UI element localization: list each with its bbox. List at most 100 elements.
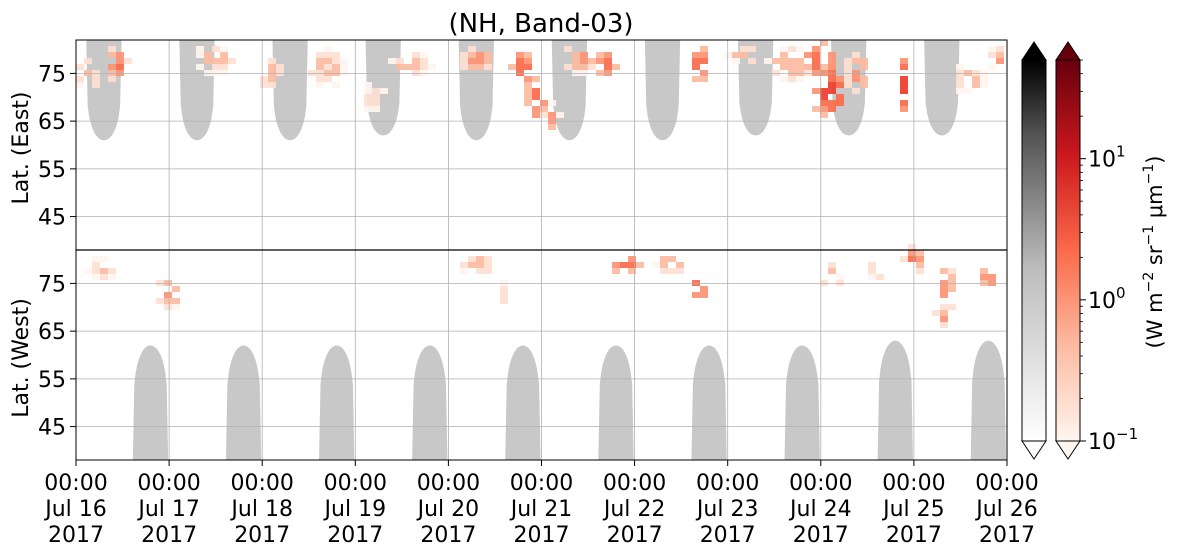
emission-cell-107 [460, 58, 468, 64]
emission-cell-164 [572, 70, 580, 76]
emission-cell-146 [532, 76, 540, 82]
emission-cell-288 [868, 262, 876, 268]
emission-cell-2 [76, 82, 84, 88]
emission-cell-262 [812, 64, 820, 70]
x-tick-label-7-line2: Jul 23 [695, 497, 759, 522]
emission-cell-133 [508, 64, 516, 70]
emission-cell-119 [460, 262, 468, 268]
emission-cell-139 [524, 58, 532, 64]
emission-cell-182 [628, 256, 636, 262]
emission-cell-244 [820, 112, 828, 118]
emission-cell-247 [828, 76, 836, 82]
emission-cell-97 [412, 52, 420, 58]
emission-cell-277 [844, 76, 852, 82]
emission-cell-195 [692, 58, 700, 64]
emission-cell-43 [212, 46, 220, 52]
colorbar-tick-label-1: 100 [1088, 284, 1126, 314]
emission-cell-285 [860, 64, 868, 70]
emission-cell-36 [172, 304, 180, 310]
emission-cell-124 [476, 262, 484, 268]
emission-cell-205 [700, 286, 708, 292]
emission-cell-81 [340, 64, 348, 70]
emission-cell-324 [956, 76, 964, 82]
emission-cell-250 [828, 100, 836, 106]
emission-cell-153 [540, 112, 548, 118]
emission-cell-316 [948, 304, 956, 310]
x-tick-label-1-line2: Jul 17 [136, 497, 200, 522]
emission-cell-224 [788, 64, 796, 70]
emission-cell-140 [524, 64, 532, 70]
emission-cell-178 [612, 64, 620, 70]
emission-cell-287 [860, 82, 868, 88]
emission-cell-94 [396, 58, 404, 64]
emission-cell-273 [836, 280, 844, 286]
emission-cell-332 [980, 70, 988, 76]
emission-cell-302 [908, 256, 916, 262]
emission-cell-268 [828, 64, 836, 70]
x-tick-label-10-line2: Jul 26 [974, 497, 1038, 522]
colorbar-gray-body [1021, 59, 1047, 442]
emission-cell-213 [748, 58, 756, 64]
emission-cell-40 [204, 52, 212, 58]
emission-cell-271 [828, 268, 836, 274]
emission-cell-0 [76, 64, 84, 70]
emission-cell-149 [532, 106, 540, 112]
x-tick-label-3-line1: 00:00 [324, 471, 387, 496]
colorbar-red-extend-bottom [1055, 440, 1081, 460]
daylight-mask-west-2 [319, 345, 355, 460]
emission-cell-248 [828, 82, 836, 88]
emission-cell-165 [580, 52, 588, 58]
emission-cell-249 [828, 88, 836, 94]
emission-cell-269 [820, 280, 828, 286]
emission-cell-286 [860, 76, 868, 82]
emission-cell-257 [804, 52, 812, 58]
y-tick-label-east-1: 55 [38, 158, 66, 183]
emission-cell-202 [700, 76, 708, 82]
emission-cell-312 [948, 268, 956, 274]
emission-cell-102 [420, 58, 428, 64]
emission-cell-148 [532, 94, 540, 100]
emission-cell-325 [956, 82, 964, 88]
colorbar-label: (W m−2 sr−1 μm−1) [1141, 156, 1167, 349]
emission-cell-172 [596, 58, 604, 64]
emission-cell-76 [332, 58, 340, 64]
emission-cell-115 [476, 64, 484, 70]
emission-cell-39 [196, 64, 204, 70]
emission-cell-225 [788, 70, 796, 76]
emission-cell-266 [828, 52, 836, 58]
emission-cell-274 [844, 58, 852, 64]
emission-cell-229 [796, 64, 804, 70]
x-tick-label-4-line3: 2017 [420, 523, 476, 548]
emission-cell-276 [844, 70, 852, 76]
emission-cell-33 [164, 304, 172, 310]
grid-layer [76, 40, 1007, 460]
daylight-mask-east-1 [179, 40, 215, 141]
emission-cell-242 [820, 100, 828, 106]
emission-cell-103 [420, 64, 428, 70]
emission-cell-46 [212, 70, 220, 76]
colorbar-tick-exp-0: −1 [1116, 425, 1138, 443]
emission-cell-117 [484, 58, 492, 64]
emission-cell-295 [900, 82, 908, 88]
emission-cell-54 [260, 82, 268, 88]
emission-cell-293 [900, 64, 908, 70]
emission-cell-290 [868, 274, 876, 280]
daylight-mask-west-7 [784, 345, 820, 460]
emission-cell-275 [844, 64, 852, 70]
emission-cell-236 [812, 88, 820, 94]
emission-cell-29 [156, 298, 164, 304]
colorbar-tick-base-2: 10 [1088, 148, 1116, 173]
emission-cell-208 [732, 52, 740, 58]
emission-cell-162 [572, 58, 580, 64]
emission-cell-304 [916, 256, 924, 262]
emission-cell-14 [116, 58, 124, 64]
emission-cell-272 [836, 274, 844, 280]
emission-cell-215 [772, 58, 780, 64]
emission-cell-179 [612, 262, 620, 268]
emission-cell-218 [780, 52, 788, 58]
emission-cell-189 [660, 268, 668, 274]
emission-layer [76, 40, 1004, 328]
emission-cell-74 [324, 76, 332, 82]
